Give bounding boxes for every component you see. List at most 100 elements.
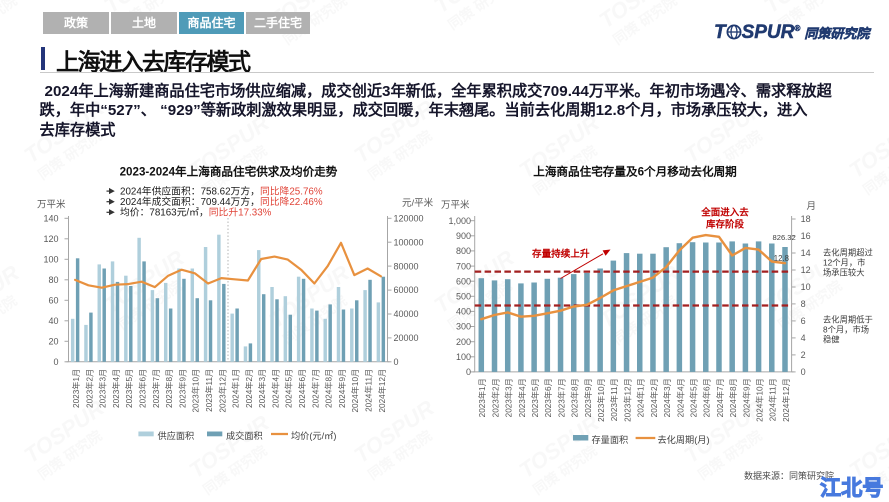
svg-text:2023年10月: 2023年10月 [596, 378, 606, 422]
svg-text:60: 60 [48, 296, 58, 306]
svg-text:40: 40 [48, 316, 58, 326]
svg-text:2024年10月: 2024年10月 [755, 378, 765, 422]
svg-text:2023年8月: 2023年8月 [164, 369, 174, 408]
svg-text:万平米: 万平米 [37, 199, 66, 211]
svg-text:万平米: 万平米 [441, 199, 470, 211]
svg-text:40000: 40000 [394, 309, 419, 319]
svg-text:400: 400 [456, 307, 471, 317]
svg-text:2023年11月: 2023年11月 [204, 369, 214, 412]
svg-text:600: 600 [456, 276, 471, 286]
svg-text:16: 16 [801, 231, 811, 241]
svg-text:2023年10月: 2023年10月 [191, 369, 201, 413]
svg-text:2023年12月: 2023年12月 [622, 378, 632, 422]
svg-text:140: 140 [43, 214, 58, 224]
svg-text:200: 200 [456, 337, 471, 347]
svg-text:2024年9月: 2024年9月 [337, 369, 347, 408]
svg-text:120: 120 [43, 234, 58, 244]
svg-text:12: 12 [801, 265, 811, 275]
svg-text:500: 500 [456, 292, 471, 302]
svg-text:2024年4月: 2024年4月 [675, 378, 685, 417]
svg-text:存量持续上升: 存量持续上升 [532, 248, 590, 260]
svg-text:2023年3月: 2023年3月 [98, 369, 108, 408]
svg-text:1,000: 1,000 [448, 216, 471, 226]
svg-text:2023年1月: 2023年1月 [71, 369, 81, 408]
svg-text:2023-2024年上海商品住宅供求及均价走势: 2023-2024年上海商品住宅供求及均价走势 [120, 165, 338, 179]
svg-text:均价：78163元/㎡，同比升17.33%: 均价：78163元/㎡，同比升17.33% [120, 207, 272, 219]
svg-text:2024年7月: 2024年7月 [715, 378, 725, 417]
svg-text:2024年3月: 2024年3月 [257, 369, 267, 408]
svg-text:去化周期(月): 去化周期(月) [658, 434, 710, 445]
svg-text:2023年11月: 2023年11月 [609, 378, 619, 421]
svg-text:2024年12月: 2024年12月 [377, 369, 387, 413]
svg-text:数据来源：同策研究院: 数据来源：同策研究院 [744, 470, 834, 481]
svg-text:60000: 60000 [394, 285, 419, 295]
svg-text:6: 6 [801, 316, 806, 326]
svg-text:20: 20 [48, 337, 58, 347]
svg-text:12.8: 12.8 [774, 254, 789, 263]
svg-text:2023年8月: 2023年8月 [570, 378, 580, 417]
svg-text:300: 300 [456, 322, 471, 332]
svg-text:2023年6月: 2023年6月 [138, 369, 148, 408]
svg-text:2023年2月: 2023年2月 [490, 378, 500, 417]
svg-text:2023年5月: 2023年5月 [124, 369, 134, 408]
svg-text:4: 4 [801, 333, 806, 343]
svg-text:2023年1月: 2023年1月 [477, 378, 487, 417]
svg-text:供应面积: 供应面积 [158, 430, 195, 441]
svg-text:2023年12月: 2023年12月 [217, 369, 227, 413]
svg-text:120000: 120000 [394, 214, 424, 224]
svg-text:2023年7月: 2023年7月 [556, 378, 566, 417]
svg-text:成交面积: 成交面积 [226, 430, 263, 441]
svg-text:2024年9月: 2024年9月 [741, 378, 751, 417]
svg-text:2024年供应面积：758.62万方，同比降25.76%: 2024年供应面积：758.62万方，同比降25.76% [120, 184, 323, 197]
svg-text:2024年7月: 2024年7月 [310, 369, 320, 408]
svg-text:0: 0 [394, 357, 399, 367]
svg-text:2024年1月: 2024年1月 [231, 369, 241, 408]
svg-text:2023年4月: 2023年4月 [111, 369, 121, 408]
svg-text:2024年3月: 2024年3月 [662, 378, 672, 417]
svg-text:2024年2月: 2024年2月 [244, 369, 254, 408]
svg-text:2: 2 [801, 350, 806, 360]
svg-text:900: 900 [456, 231, 471, 241]
svg-text:2024年5月: 2024年5月 [284, 369, 294, 408]
svg-text:2024年12月: 2024年12月 [781, 378, 791, 422]
svg-text:100000: 100000 [394, 237, 424, 247]
svg-text:元/平米: 元/平米 [402, 197, 434, 209]
svg-text:2024年5月: 2024年5月 [689, 378, 699, 417]
svg-text:80: 80 [48, 275, 58, 285]
svg-text:2024年10月: 2024年10月 [350, 369, 360, 413]
svg-text:20000: 20000 [394, 333, 419, 343]
svg-text:库存阶段: 库存阶段 [705, 218, 745, 230]
svg-text:0: 0 [801, 367, 806, 377]
svg-text:2024年11月: 2024年11月 [364, 369, 374, 412]
svg-text:2024年8月: 2024年8月 [728, 378, 738, 417]
svg-text:8: 8 [801, 299, 806, 309]
svg-text:8个月，市场: 8个月，市场 [823, 324, 869, 334]
svg-text:2024年1月: 2024年1月 [636, 378, 646, 417]
svg-text:80000: 80000 [394, 261, 419, 271]
svg-text:100: 100 [456, 352, 471, 362]
svg-text:826.32: 826.32 [773, 233, 796, 242]
svg-text:0: 0 [466, 367, 471, 377]
svg-text:700: 700 [456, 261, 471, 271]
svg-text:2024年11月: 2024年11月 [768, 378, 778, 421]
svg-text:上海商品住宅存量及6个月移动去化周期: 上海商品住宅存量及6个月移动去化周期 [533, 165, 737, 179]
svg-text:14: 14 [801, 248, 811, 258]
svg-text:2023年5月: 2023年5月 [530, 378, 540, 417]
svg-text:2024年成交面积：709.44万方，同比降22.46%: 2024年成交面积：709.44万方，同比降22.46% [120, 195, 323, 208]
svg-text:2023年2月: 2023年2月 [84, 369, 94, 408]
svg-text:2024年6月: 2024年6月 [297, 369, 307, 408]
svg-text:18: 18 [801, 214, 811, 224]
svg-text:2024年4月: 2024年4月 [270, 369, 280, 408]
svg-text:2023年3月: 2023年3月 [504, 378, 514, 417]
svg-text:2023年9月: 2023年9月 [177, 369, 187, 408]
svg-text:均价(元/㎡): 均价(元/㎡) [291, 430, 336, 441]
svg-text:全面进入去: 全面进入去 [700, 207, 749, 219]
svg-text:2024年6月: 2024年6月 [702, 378, 712, 417]
svg-text:2024年2月: 2024年2月 [649, 378, 659, 417]
svg-text:2023年7月: 2023年7月 [151, 369, 161, 408]
svg-text:2023年6月: 2023年6月 [543, 378, 553, 417]
svg-text:100: 100 [43, 255, 58, 265]
svg-text:0: 0 [53, 357, 58, 367]
svg-text:去化周期超过: 去化周期超过 [823, 248, 873, 258]
svg-text:2023年4月: 2023年4月 [517, 378, 527, 417]
